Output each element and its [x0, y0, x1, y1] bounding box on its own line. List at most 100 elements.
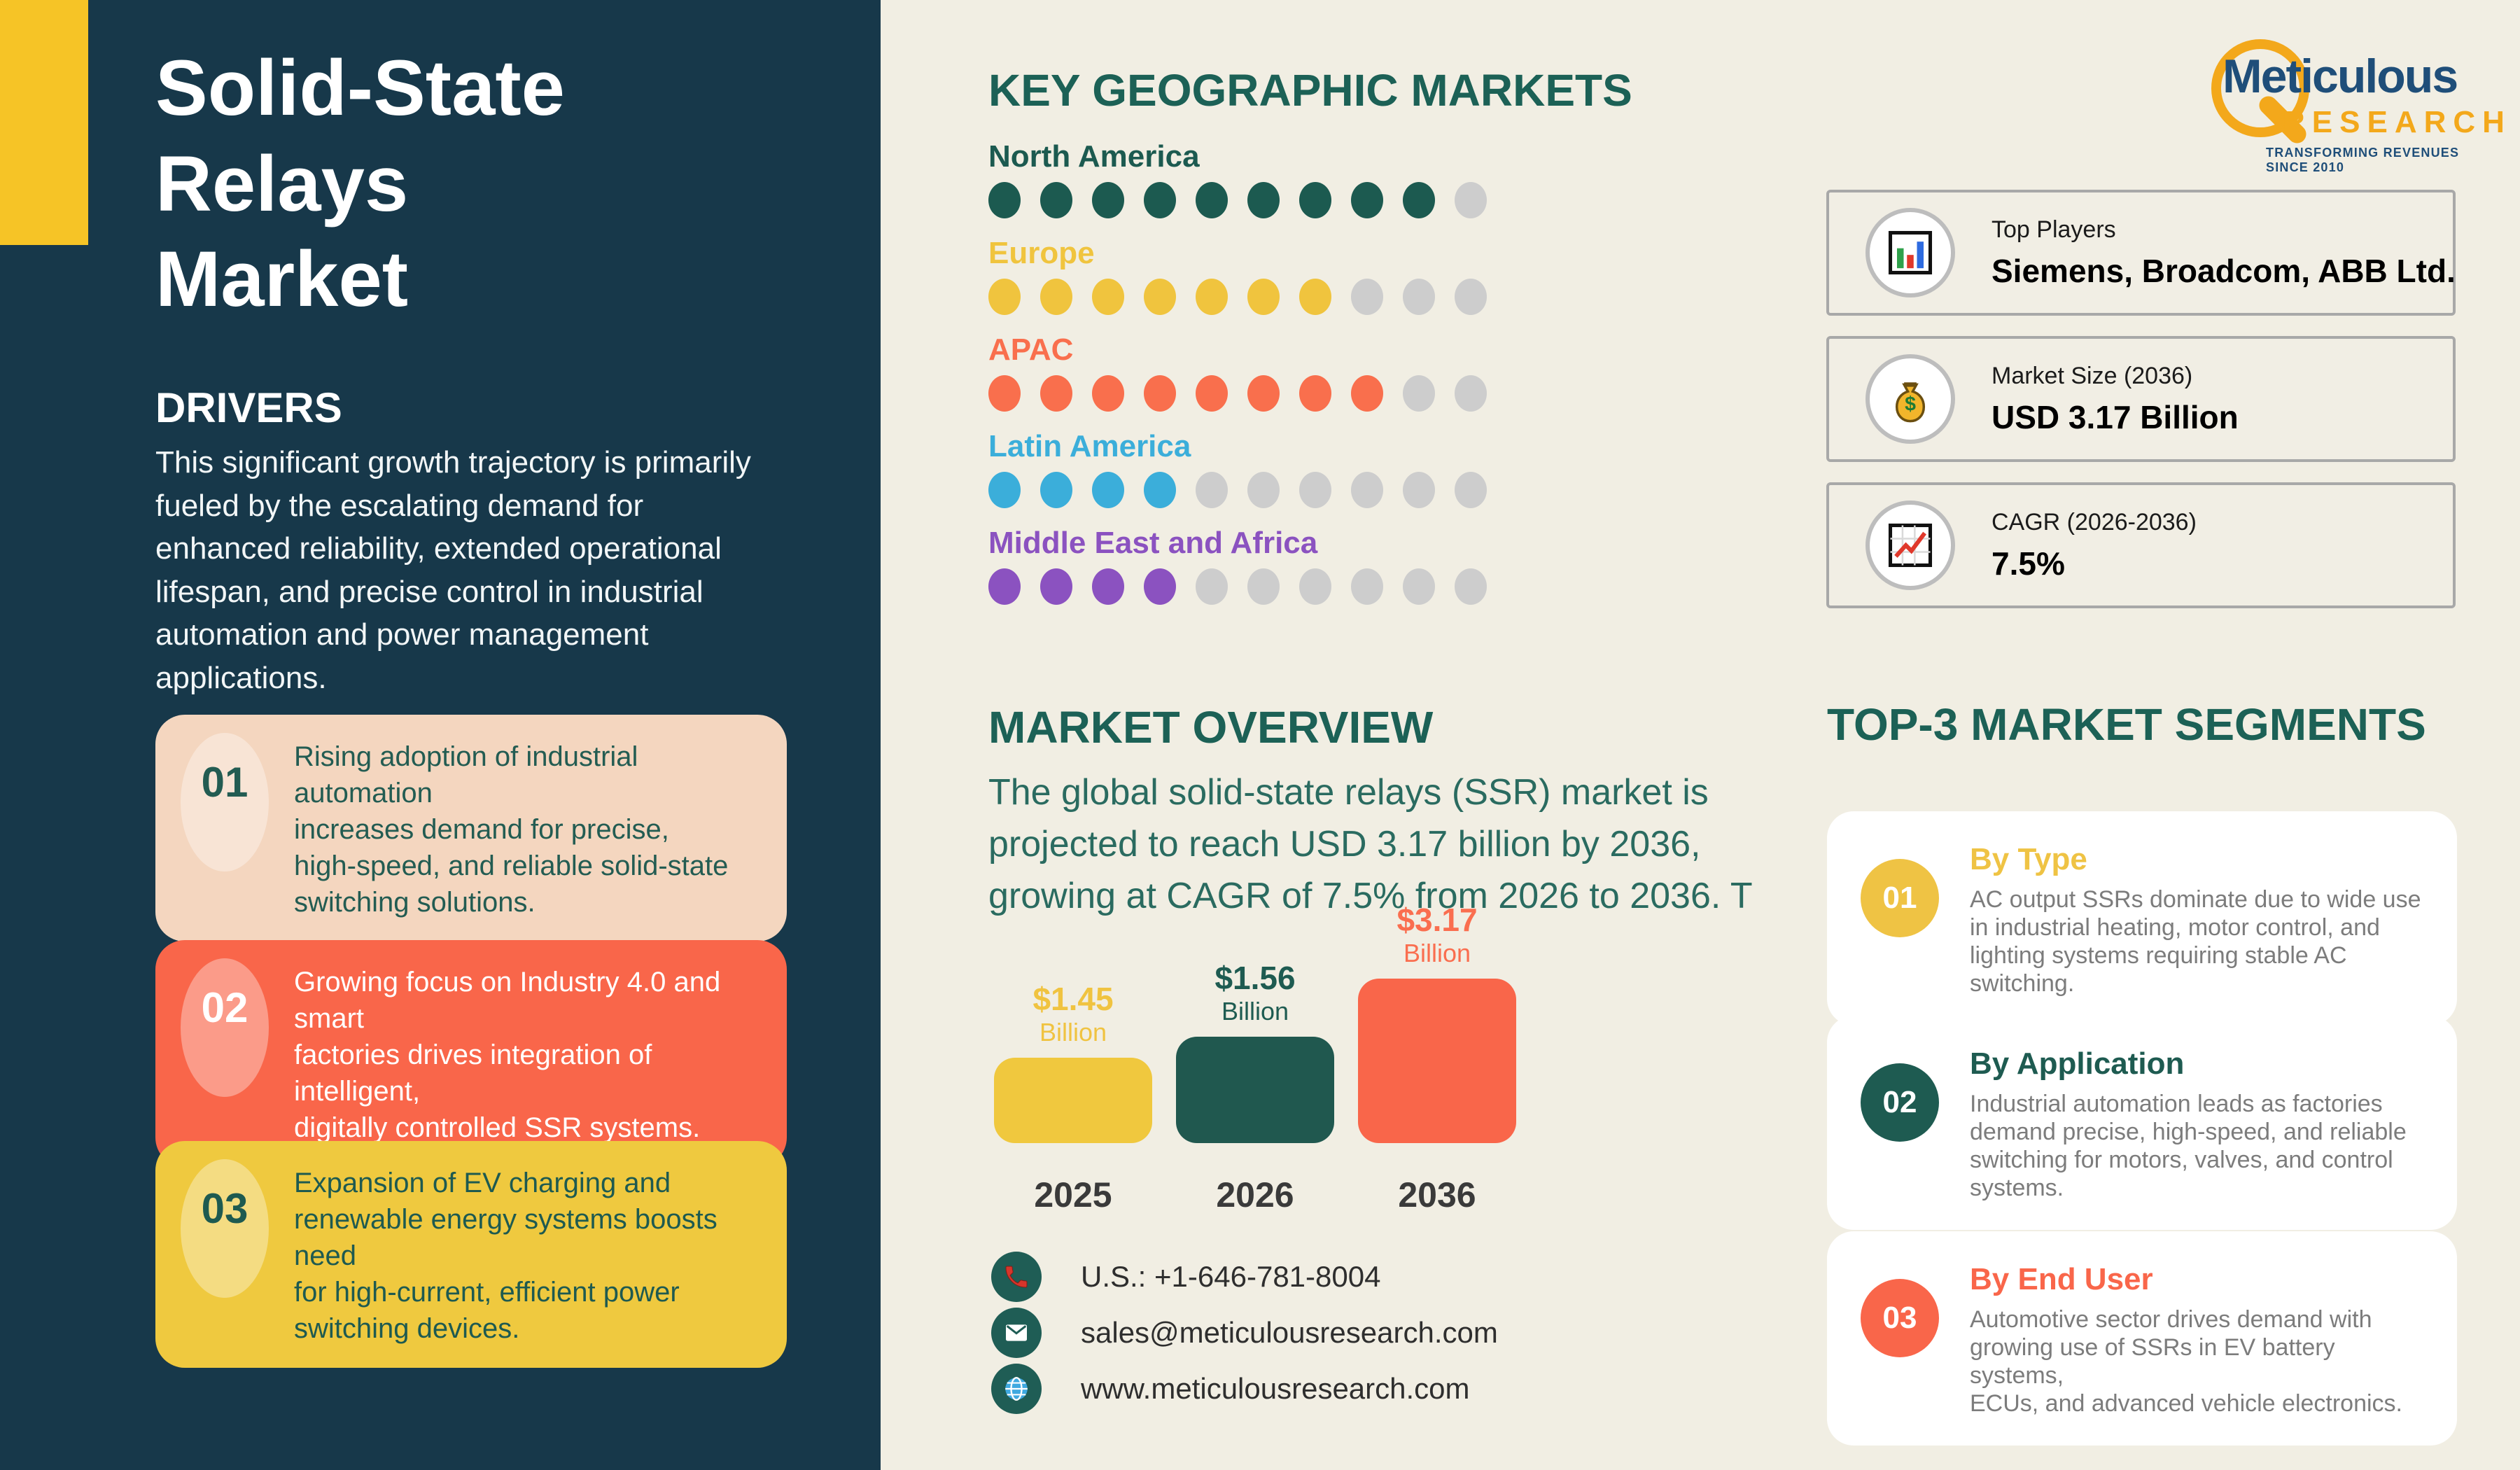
bar-unit-label: Billion [1039, 1017, 1107, 1046]
geo-markets-heading: KEY GEOGRAPHIC MARKETS [988, 65, 1632, 115]
drivers-text: This significant growth trajectory is pr… [155, 445, 751, 695]
email-address[interactable]: sales@meticulousresearch.com [1081, 1316, 1498, 1349]
geo-markets-list: North America Europe APAC Latin America … [988, 140, 1506, 623]
region-row-north-america: North America [988, 140, 1506, 218]
segment-body: By Application Industrial automation lea… [1970, 1046, 2432, 1202]
year-label: 2036 [1398, 1175, 1476, 1214]
sidebar: Solid-State Relays Market DRIVERS This s… [0, 0, 881, 1470]
rating-dot [1455, 472, 1487, 508]
bar-unit-label: Billion [1221, 996, 1289, 1026]
driver-number: 01 [201, 759, 248, 806]
stat-value: 7.5% [1991, 545, 2065, 582]
region-label: North America [988, 139, 1200, 174]
rating-dot [1040, 472, 1072, 508]
rating-dot [1403, 568, 1435, 605]
rating-dot [1299, 375, 1331, 412]
year-label: 2026 [1216, 1175, 1294, 1214]
rating-dot [1144, 472, 1176, 508]
rating-dot [1144, 375, 1176, 412]
driver-number-badge: 01 [155, 715, 294, 941]
number-highlight-ellipse [181, 1159, 269, 1298]
driver-card-1: 01 Rising adoption of industrial automat… [155, 715, 787, 941]
rating-dot [1247, 472, 1280, 508]
rating-dot [1299, 568, 1331, 605]
contact-row-phone: U.S.: +1-646-781-8004 [991, 1252, 1498, 1302]
region-dot-rating [988, 279, 1506, 315]
rating-dot [1247, 279, 1280, 315]
segment-card-by-end-user: 03 By End User Automotive sector drives … [1827, 1231, 2457, 1446]
phone-number[interactable]: U.S.: +1-646-781-8004 [1081, 1260, 1381, 1293]
rating-dot [988, 568, 1021, 605]
rating-dot [988, 279, 1021, 315]
phone-icon [991, 1252, 1042, 1302]
rating-dot [1299, 279, 1331, 315]
bar-chart-icon [1865, 208, 1955, 298]
logo-brand-text: Meticulous [2222, 50, 2458, 103]
rating-dot [1455, 279, 1487, 315]
rating-dot [1040, 375, 1072, 412]
rating-dot [1247, 182, 1280, 218]
rating-dot [1196, 568, 1228, 605]
bar-chart-year-axis: 2025 2026 2036 [994, 1175, 1516, 1215]
driver-card-3: 03 Expansion of EV charging and renewabl… [155, 1141, 787, 1368]
segment-text: Automotive sector drives demand with gro… [1970, 1306, 2402, 1418]
rating-dot [1144, 279, 1176, 315]
market-size-bar-chart: $1.45 Billion $1.56 Billion $3.17 Billio… [994, 902, 1516, 1143]
accent-bar [0, 0, 88, 245]
rating-dot [1247, 375, 1280, 412]
stat-card-top-players: Top Players Siemens, Broadcom, ABB Ltd. [1826, 190, 2456, 316]
driver-card-text: Rising adoption of industrial automation… [294, 741, 729, 918]
website-url[interactable]: www.meticulousresearch.com [1081, 1372, 1470, 1405]
bar-rect [1358, 979, 1516, 1143]
region-row-middle-east-africa: Middle East and Africa [988, 526, 1506, 605]
rating-dot [1351, 279, 1383, 315]
rating-dot [1196, 472, 1228, 508]
stat-card-market-size: $ Market Size (2036) USD 3.17 Billion [1826, 336, 2456, 462]
rating-dot [1403, 375, 1435, 412]
rating-dot [1403, 279, 1435, 315]
rating-dot [1196, 182, 1228, 218]
driver-card-text: Expansion of EV charging and renewable e… [294, 1168, 718, 1344]
rating-dot [1092, 279, 1124, 315]
segment-number-badge: 01 [1861, 859, 1939, 937]
segment-body: By Type AC output SSRs dominate due to w… [1970, 842, 2432, 997]
email-icon [991, 1308, 1042, 1358]
rating-dot [1040, 568, 1072, 605]
rating-dot [1403, 182, 1435, 218]
rating-dot [1455, 182, 1487, 218]
segment-body: By End User Automotive sector drives dem… [1970, 1262, 2432, 1418]
rating-dot [1040, 279, 1072, 315]
segment-number-badge: 03 [1861, 1279, 1939, 1357]
rating-dot [1455, 568, 1487, 605]
bar-unit-label: Billion [1403, 938, 1471, 967]
region-label: Europe [988, 236, 1095, 270]
bar-rect [994, 1058, 1152, 1143]
region-row-apac: APAC [988, 333, 1506, 412]
rating-dot [1092, 182, 1124, 218]
segment-text: Industrial automation leads as factories… [1970, 1091, 2407, 1202]
bar-2026: $1.56 Billion [1176, 960, 1334, 1143]
rating-dot [1351, 182, 1383, 218]
stat-card-cagr: CAGR (2026-2036) 7.5% [1826, 482, 2456, 608]
rating-dot [1144, 182, 1176, 218]
region-row-latin-america: Latin America [988, 430, 1506, 508]
region-dot-rating [988, 375, 1506, 412]
driver-number: 03 [201, 1185, 248, 1232]
stat-label: Top Players [1991, 216, 2116, 243]
driver-card-2: 02 Growing focus on Industry 4.0 and sma… [155, 940, 787, 1167]
bar-value-label: $1.45 [1032, 981, 1114, 1018]
region-dot-rating [988, 472, 1506, 508]
rating-dot [1196, 279, 1228, 315]
rating-dot [1299, 182, 1331, 218]
contact-block: U.S.: +1-646-781-8004 sales@meticulousre… [991, 1252, 1498, 1420]
rating-dot [988, 182, 1021, 218]
region-dot-rating [988, 182, 1506, 218]
rating-dot [1040, 182, 1072, 218]
region-dot-rating [988, 568, 1506, 605]
page-title: Solid-State Relays Market [155, 44, 565, 323]
segment-title: By Application [1970, 1046, 2185, 1081]
contact-row-email: sales@meticulousresearch.com [991, 1308, 1498, 1358]
rating-dot [988, 375, 1021, 412]
rating-dot [988, 472, 1021, 508]
region-row-europe: Europe [988, 237, 1506, 315]
